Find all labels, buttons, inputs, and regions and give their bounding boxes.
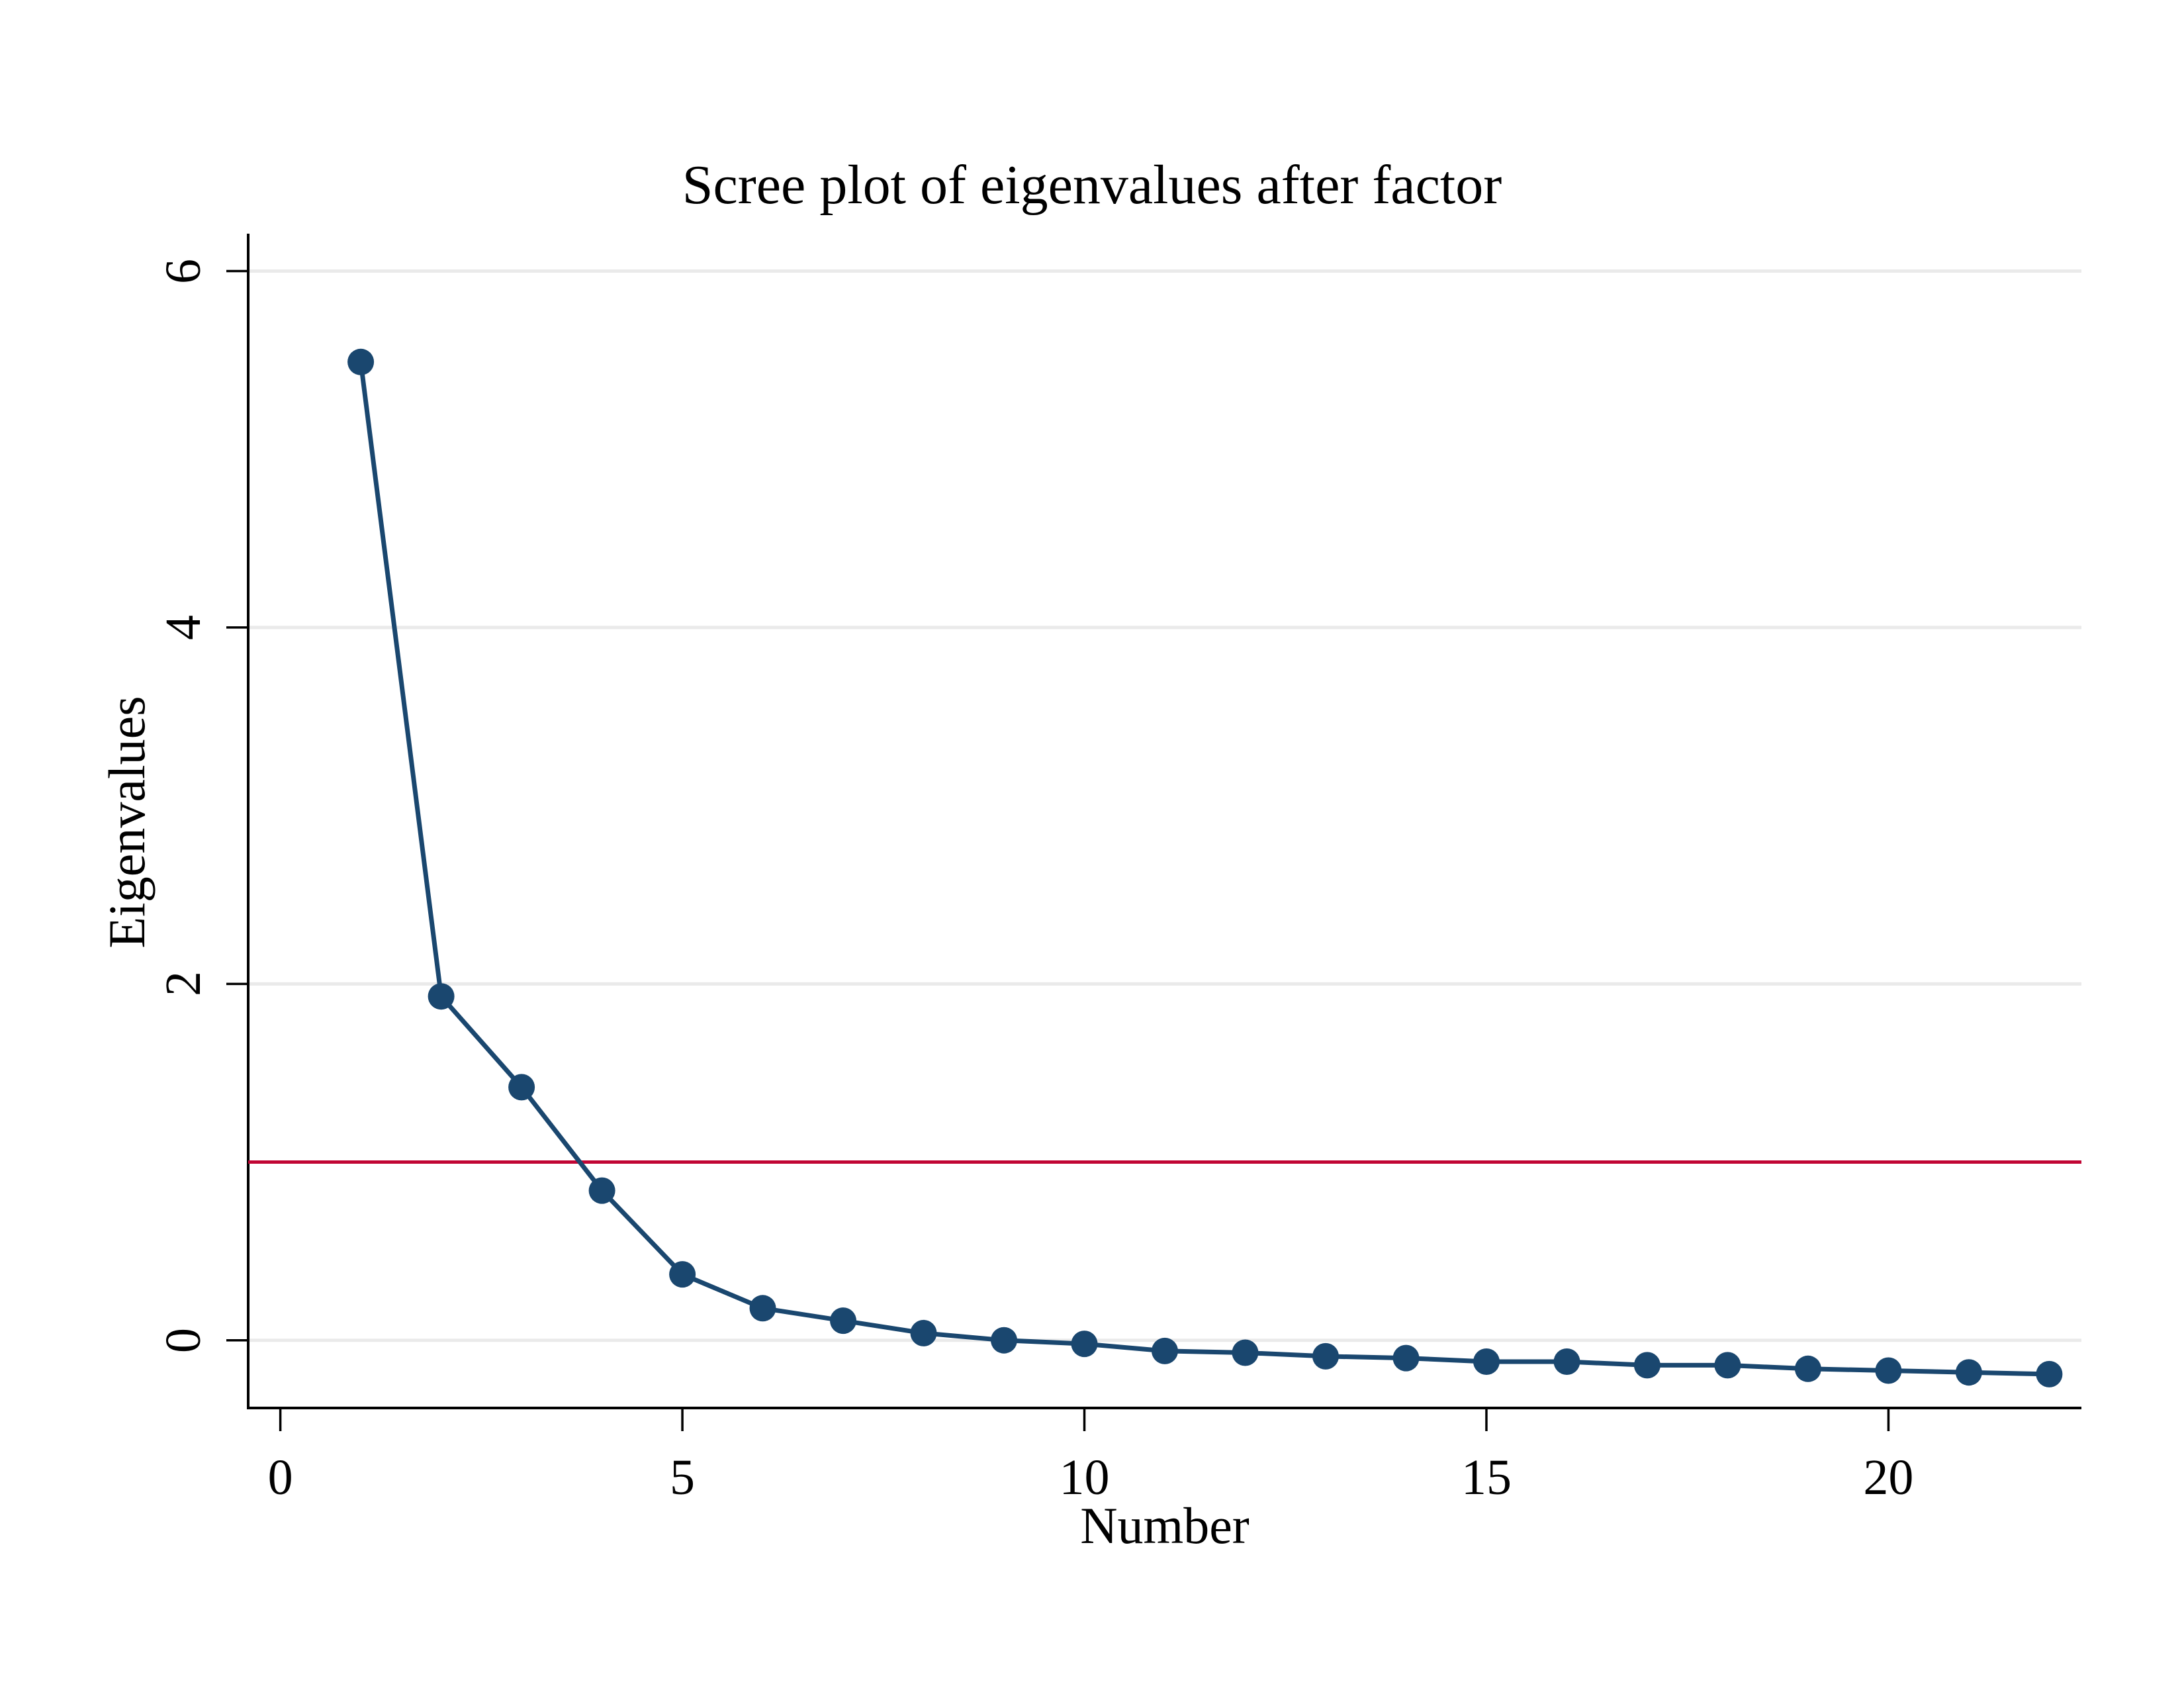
x-tick-label-15: 15 <box>1461 1450 1512 1505</box>
data-point-16 <box>1553 1348 1580 1375</box>
y-tick-label-0: 0 <box>156 1327 211 1353</box>
data-point-11 <box>1152 1337 1178 1364</box>
chart-title: Scree plot of eigenvalues after factor <box>682 154 1502 216</box>
x-tick-label-10: 10 <box>1059 1450 1110 1505</box>
data-point-17 <box>1633 1352 1661 1379</box>
data-point-10 <box>1071 1331 1098 1358</box>
y-tick-label-4: 4 <box>156 614 211 640</box>
data-point-14 <box>1392 1344 1420 1372</box>
data-point-1 <box>347 348 375 375</box>
y-tick-label-6: 6 <box>156 258 211 284</box>
x-axis-label: Number <box>1080 1497 1250 1554</box>
data-point-9 <box>991 1327 1017 1354</box>
x-tick-label-20: 20 <box>1863 1450 1914 1505</box>
data-point-5 <box>669 1261 696 1288</box>
data-point-22 <box>2036 1360 2063 1387</box>
data-point-8 <box>910 1319 937 1346</box>
data-point-18 <box>1714 1352 1741 1379</box>
data-point-7 <box>830 1307 856 1335</box>
data-point-4 <box>588 1177 615 1204</box>
y-tick-label-2: 2 <box>156 971 211 997</box>
data-point-21 <box>1955 1359 1982 1386</box>
x-tick-label-5: 5 <box>670 1450 696 1505</box>
x-tick-label-0: 0 <box>267 1450 293 1505</box>
data-point-15 <box>1473 1348 1500 1375</box>
data-point-19 <box>1794 1355 1821 1382</box>
series-line <box>358 361 2050 1377</box>
data-point-13 <box>1312 1342 1339 1370</box>
data-point-6 <box>749 1295 776 1322</box>
data-point-12 <box>1232 1339 1259 1366</box>
data-point-3 <box>508 1074 535 1101</box>
data-point-2 <box>428 983 455 1010</box>
data-point-20 <box>1875 1357 1902 1384</box>
